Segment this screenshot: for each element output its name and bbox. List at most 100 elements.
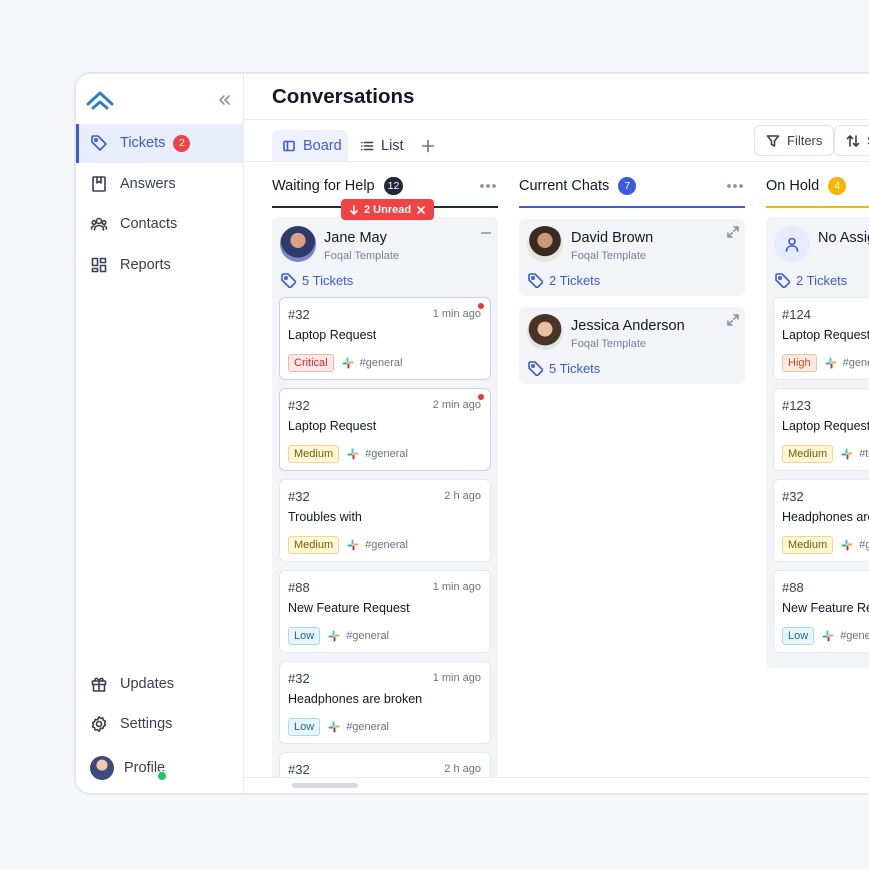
footer-item[interactable]: Updates — [90, 672, 174, 696]
ticket-id: #32 — [288, 762, 310, 777]
ticket-count-label: 2 Tickets — [796, 272, 848, 288]
header-divider — [244, 119, 869, 120]
unread-label: 2 Unread — [364, 203, 412, 216]
column-menu[interactable] — [480, 183, 496, 189]
ticket-card[interactable]: #123 Laptop Request Medium #te — [773, 388, 869, 471]
person-name: Jessica Anderson — [571, 318, 685, 334]
tab-icon — [360, 139, 374, 153]
online-dot — [157, 771, 168, 781]
ticket-id: #32 — [288, 489, 310, 504]
collapse-icon[interactable] — [480, 227, 492, 239]
slack-icon — [328, 721, 340, 733]
slack-icon — [328, 630, 340, 642]
app-window: Tickets 2 Answers Contacts Reports Updates Set… — [76, 74, 869, 793]
tab-label: List — [381, 138, 404, 154]
ticket-id: #88 — [782, 580, 804, 595]
ticket-title: Laptop Request — [782, 328, 869, 342]
person-card[interactable]: Jessica Anderson Foqal Template 5 Tickets — [519, 307, 745, 384]
nav-icon — [90, 256, 108, 274]
profile-avatar — [90, 756, 168, 781]
ticket-title: Laptop Request — [782, 419, 869, 433]
ticket-card[interactable]: #32 2 min ago Laptop Request Medium #general — [279, 388, 491, 471]
collapse-button[interactable] — [218, 94, 231, 106]
tab[interactable]: List — [360, 136, 404, 156]
ticket-id: #32 — [288, 398, 310, 413]
nav-item[interactable]: Answers — [90, 173, 176, 195]
priority-tag: Medium — [288, 536, 340, 554]
column-count: 12 — [383, 177, 404, 195]
ticket-meta: Medium #general — [782, 535, 869, 555]
expand-icon[interactable] — [727, 314, 739, 326]
footer-item[interactable]: Profile — [90, 756, 168, 781]
priority-tag: Medium — [782, 445, 834, 463]
nav-item[interactable]: Reports — [90, 254, 171, 276]
tabs-divider — [244, 161, 869, 162]
priority-tag: Critical — [288, 354, 334, 372]
close-icon — [416, 205, 426, 215]
ticket-count: 2 Tickets — [527, 271, 600, 289]
expand-icon[interactable] — [727, 226, 739, 238]
ticket-card[interactable]: #32 1 min ago Laptop Request Critical #gener… — [279, 297, 491, 380]
ticket-card[interactable]: #88 1 min ago New Feature Request Low #gener… — [279, 570, 491, 653]
slack-icon — [822, 630, 834, 642]
nav-item[interactable]: Contacts — [90, 213, 177, 235]
toolbar-label: Filters — [787, 133, 823, 148]
person-avatar — [527, 314, 563, 350]
column-underline — [519, 206, 745, 208]
user-icon — [783, 235, 801, 253]
ticket-card[interactable]: #32 2 h ago — [279, 752, 491, 777]
add-tab-button[interactable] — [421, 139, 435, 153]
ticket-id: #32 — [288, 671, 310, 686]
ticket-title: Laptop Request — [288, 328, 377, 342]
column-underline — [766, 206, 869, 208]
ticket-id: #123 — [782, 398, 811, 413]
column-title: On Hold — [766, 178, 820, 194]
ticket-title: Laptop Request — [288, 419, 377, 433]
footer-label: Profile — [124, 760, 166, 776]
channel: #general — [365, 539, 408, 551]
board: Waiting for Help 12 Jane May Foqal Template… — [244, 162, 869, 777]
slack-icon — [347, 539, 359, 551]
person-avatar — [527, 226, 563, 262]
ticket-title: Headphones are broken — [782, 510, 869, 524]
ticket-title: Troubles with — [288, 510, 362, 524]
toolbar-button[interactable]: Filters — [754, 125, 835, 156]
person-card[interactable]: David Brown Foqal Template 2 Tickets — [519, 219, 745, 296]
ticket-meta: Low #general — [288, 717, 389, 737]
slack-icon — [825, 357, 837, 369]
person-name: David Brown — [571, 230, 654, 246]
ticket-card[interactable]: #32 Headphones are broken Medium #general — [773, 479, 869, 562]
footer-item[interactable]: Settings — [90, 712, 172, 736]
footer-label: Updates — [120, 676, 175, 692]
toolbar-button[interactable]: Sort — [834, 125, 869, 156]
unread-pill[interactable]: 2 Unread — [341, 199, 435, 220]
ticket-count: 2 Tickets — [774, 271, 847, 289]
scrollbar[interactable] — [292, 783, 358, 788]
ticket-meta: Low #general — [288, 626, 389, 646]
nav-badge: 2 — [173, 134, 191, 152]
tab[interactable]: Board — [282, 136, 342, 156]
channel: #general — [840, 630, 869, 642]
toolbar-icon — [766, 134, 780, 148]
nav-item[interactable]: Tickets 2 — [90, 132, 191, 154]
board-bottom-line — [244, 777, 869, 778]
person-card[interactable]: No Assignee 2 Tickets — [766, 219, 869, 296]
ticket-card[interactable]: #32 2 h ago Troubles with Medium #general — [279, 479, 491, 562]
ticket-count: 5 Tickets — [527, 359, 600, 377]
person-subtitle: Foqal Template — [571, 250, 647, 262]
ticket-meta: Medium #general — [288, 535, 408, 555]
ticket-card[interactable]: #124 Laptop Request High #general — [773, 297, 869, 380]
ticket-count-label: 2 Tickets — [549, 272, 601, 288]
channel: #general — [859, 539, 869, 551]
tab-label: Board — [303, 138, 342, 154]
ticket-meta: Critical #general — [288, 353, 402, 373]
person-card[interactable]: Jane May Foqal Template 5 Tickets — [272, 219, 498, 296]
nav-label: Answers — [120, 176, 176, 192]
ticket-card[interactable]: #32 1 min ago Headphones are broken Low #gen… — [279, 661, 491, 744]
column-header: On Hold 4 — [766, 176, 847, 196]
tag-icon — [280, 272, 296, 288]
ticket-title: Headphones are broken — [288, 692, 423, 706]
ticket-card[interactable]: #88 New Feature Request Low #general — [773, 570, 869, 653]
column-menu[interactable] — [727, 183, 743, 189]
